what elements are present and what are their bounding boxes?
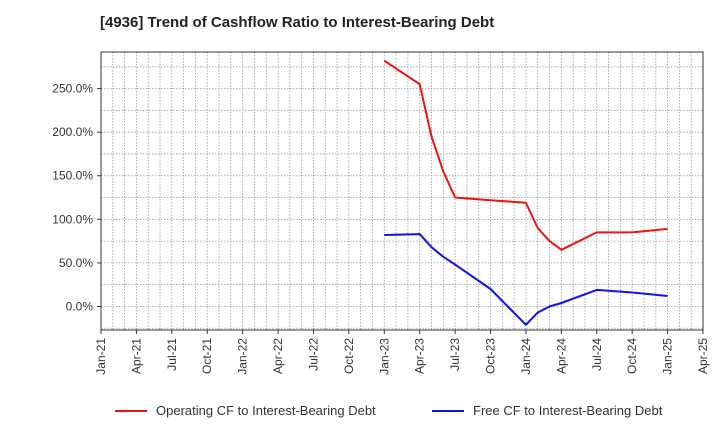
y-tick-label: 200.0%: [52, 125, 93, 139]
x-tick-label: Jul-24: [590, 338, 604, 371]
legend-label: Operating CF to Interest-Bearing Debt: [156, 403, 376, 418]
grid-lines: [101, 52, 703, 330]
x-tick-label: Oct-21: [200, 338, 214, 374]
series-lines: [383, 59, 668, 326]
x-tick-label: Apr-23: [413, 338, 427, 374]
y-tick-label: 150.0%: [52, 169, 93, 183]
y-axis: 0.0% 50.0% 100.0% 150.0% 200.0% 250.0%: [52, 82, 101, 313]
legend-label: Free CF to Interest-Bearing Debt: [473, 403, 663, 418]
x-tick-label: Oct-22: [342, 338, 356, 374]
x-tick-label: Oct-23: [484, 338, 498, 374]
x-tick-label: Oct-24: [625, 338, 639, 374]
x-tick-label: Jan-23: [377, 338, 391, 375]
x-tick-label: Apr-24: [554, 338, 568, 374]
chart-title: [4936] Trend of Cashflow Ratio to Intere…: [100, 14, 495, 31]
legend: Operating CF to Interest-Bearing Debt Fre…: [115, 403, 663, 418]
x-tick-label: Apr-22: [271, 338, 285, 374]
y-tick-label: 0.0%: [66, 299, 94, 313]
plot-area: [100, 51, 704, 331]
x-tick-label: Apr-25: [696, 338, 710, 374]
x-tick-label: Apr-21: [129, 338, 143, 374]
x-tick-label: Jul-23: [448, 338, 462, 371]
y-tick-label: 250.0%: [52, 82, 93, 96]
x-tick-label: Jul-21: [165, 338, 179, 371]
x-tick-label: Jan-21: [94, 338, 108, 375]
y-tick-label: 50.0%: [59, 256, 93, 270]
x-tick-label: Jul-22: [306, 338, 320, 371]
x-tick-label: Jan-25: [661, 338, 675, 375]
x-tick-label: Jan-24: [519, 338, 533, 375]
x-tick-label: Jan-22: [236, 338, 250, 375]
x-axis: Jan-21 Apr-21 Jul-21 Oct-21 Jan-22 Apr-22 Jul-…: [94, 330, 710, 375]
y-tick-label: 100.0%: [52, 212, 93, 226]
series-line-operating-cf: [383, 59, 668, 251]
series-line-free-cf: [384, 233, 668, 326]
